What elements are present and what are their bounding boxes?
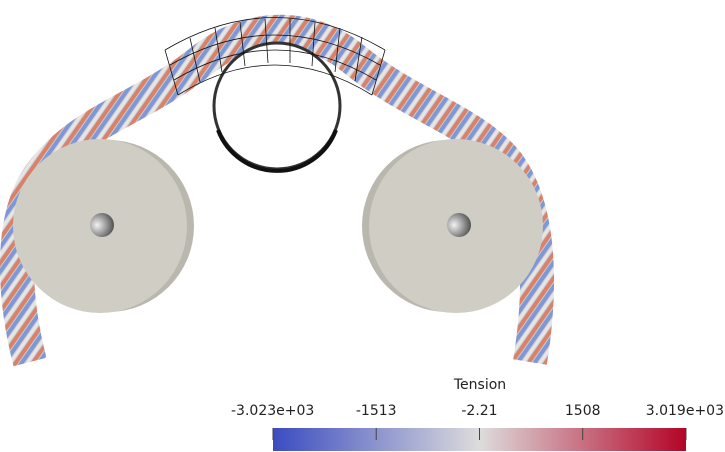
tick-label: -2.21 — [461, 403, 497, 419]
left-pulley — [13, 139, 194, 313]
colorbar-title: Tension — [453, 377, 506, 393]
right-pulley — [362, 139, 543, 313]
tick-label: -3.023e+03 — [231, 403, 314, 419]
scene: Tension -3.023e+03 -1513 -2.21 1508 3.019e+0… — [0, 0, 725, 452]
tick-label: -1513 — [356, 403, 397, 419]
tick-label: 3.019e+03 — [646, 403, 724, 419]
pipe — [214, 43, 340, 171]
tick-label: 1508 — [565, 403, 601, 419]
